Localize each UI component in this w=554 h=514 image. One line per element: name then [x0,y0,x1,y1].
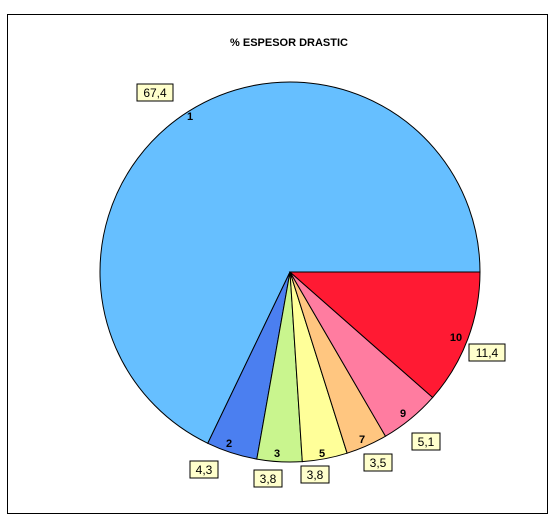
slice-value-label: 4,3 [196,463,213,477]
slice-value-label: 5,1 [418,435,435,449]
slice-number-label: 10 [450,332,462,344]
slice-number-label: 9 [400,408,406,420]
slice-number-label: 7 [359,434,365,446]
slice-number-label: 1 [187,111,193,123]
slice-value-label: 11,4 [476,346,499,360]
slice-number-label: 3 [274,448,280,460]
pie-chart: % ESPESOR DRASTIC 1 67,4 2 4,3 3 3,8 5 3,8 7 3,5 9… [0,0,554,503]
slice-value-label: 67,4 [143,86,167,100]
slice-number-label: 2 [226,438,232,450]
slice-value-label: 3,8 [260,472,277,486]
pie-slices [100,82,480,462]
slice-value-label: 3,5 [370,456,387,470]
slice-value-label: 3,8 [307,468,324,482]
chart-title: % ESPESOR DRASTIC [230,37,348,49]
slice-number-label: 5 [319,448,325,460]
